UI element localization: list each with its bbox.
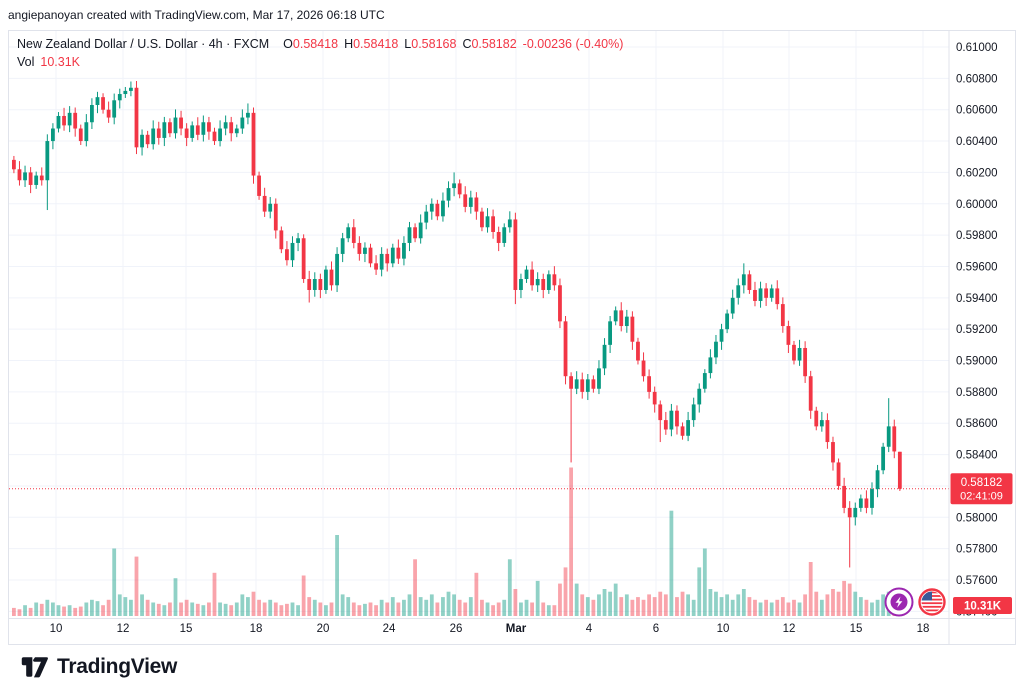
svg-text:0.60800: 0.60800 xyxy=(956,73,998,85)
volume-bars xyxy=(12,467,902,616)
lightning-event-icon[interactable] xyxy=(884,587,914,617)
open-value: 0.58418 xyxy=(292,37,339,51)
high-label: H xyxy=(344,37,354,51)
bar-countdown: 02:41:09 xyxy=(960,490,1003,502)
svg-text:10: 10 xyxy=(50,623,63,635)
svg-text:0.58000: 0.58000 xyxy=(956,512,998,524)
svg-text:0.60000: 0.60000 xyxy=(956,199,998,211)
tradingview-footer[interactable]: TradingView xyxy=(20,654,177,680)
price-chart[interactable]: 0.61000 0.60800 0.60600 0.60400 0.60200 0.600… xyxy=(9,31,1015,644)
svg-text:0.59200: 0.59200 xyxy=(956,324,998,336)
svg-text:12: 12 xyxy=(117,623,130,635)
svg-text:10: 10 xyxy=(717,623,730,635)
svg-text:0.59400: 0.59400 xyxy=(956,293,998,305)
svg-text:0.57600: 0.57600 xyxy=(956,575,998,587)
last-volume-badge: 10.31K xyxy=(953,597,1012,614)
svg-text:18: 18 xyxy=(917,623,930,635)
open-label: O xyxy=(283,37,293,51)
legend-row-volume: Vol 10.31K xyxy=(17,54,623,71)
chart-legend[interactable]: New Zealand Dollar / U.S. Dollar · 4h · … xyxy=(17,36,623,71)
price-axis[interactable]: 0.61000 0.60800 0.60600 0.60400 0.60200 0.600… xyxy=(948,31,1015,644)
grid-layer xyxy=(9,31,949,616)
svg-text:0.60200: 0.60200 xyxy=(956,167,998,179)
volume-label: Vol xyxy=(17,55,35,69)
svg-text:Mar: Mar xyxy=(506,623,527,635)
close-label: C xyxy=(462,37,472,51)
svg-text:0.58400: 0.58400 xyxy=(956,450,998,462)
chart-frame: New Zealand Dollar / U.S. Dollar · 4h · … xyxy=(8,30,1016,645)
high-value: 0.58418 xyxy=(353,37,399,51)
svg-text:12: 12 xyxy=(783,623,796,635)
low-label: L xyxy=(404,37,412,51)
svg-text:0.60400: 0.60400 xyxy=(956,136,998,148)
low-value: 0.58168 xyxy=(411,37,457,51)
attribution-text: angiepanoyan created with TradingView.co… xyxy=(8,8,385,22)
time-axis[interactable]: 10 12 15 18 20 24 26 Mar 4 6 10 12 15 18 xyxy=(9,618,1015,636)
close-value: 0.58182 xyxy=(471,37,517,51)
candles-layer xyxy=(12,81,902,568)
svg-text:18: 18 xyxy=(250,623,263,635)
svg-text:0.59600: 0.59600 xyxy=(956,261,998,273)
svg-text:4: 4 xyxy=(586,623,593,635)
svg-text:26: 26 xyxy=(450,623,463,635)
tradingview-logo-icon xyxy=(21,657,48,678)
svg-text:0.61000: 0.61000 xyxy=(956,42,998,54)
svg-text:0.59800: 0.59800 xyxy=(956,230,998,242)
last-volume-value: 10.31K xyxy=(964,601,1002,613)
us-flag-event-icon[interactable] xyxy=(918,588,946,616)
svg-text:15: 15 xyxy=(850,623,863,635)
svg-text:20: 20 xyxy=(317,623,330,635)
symbol-title[interactable]: New Zealand Dollar / U.S. Dollar · 4h · … xyxy=(17,37,270,51)
last-price-value: 0.58182 xyxy=(961,477,1003,489)
svg-text:0.59000: 0.59000 xyxy=(956,356,998,368)
svg-text:15: 15 xyxy=(180,623,193,635)
svg-text:0.58800: 0.58800 xyxy=(956,387,998,399)
tradingview-brand-text: TradingView xyxy=(57,655,178,678)
change-value: -0.00236 (-0.40%) xyxy=(522,37,624,51)
svg-text:0.60600: 0.60600 xyxy=(956,105,998,117)
svg-text:0.57800: 0.57800 xyxy=(956,544,998,556)
svg-text:0.58600: 0.58600 xyxy=(956,418,998,430)
svg-text:24: 24 xyxy=(383,623,396,635)
svg-text:6: 6 xyxy=(653,623,659,635)
legend-row-symbol: New Zealand Dollar / U.S. Dollar · 4h · … xyxy=(17,36,623,53)
volume-value: 10.31K xyxy=(40,55,81,69)
